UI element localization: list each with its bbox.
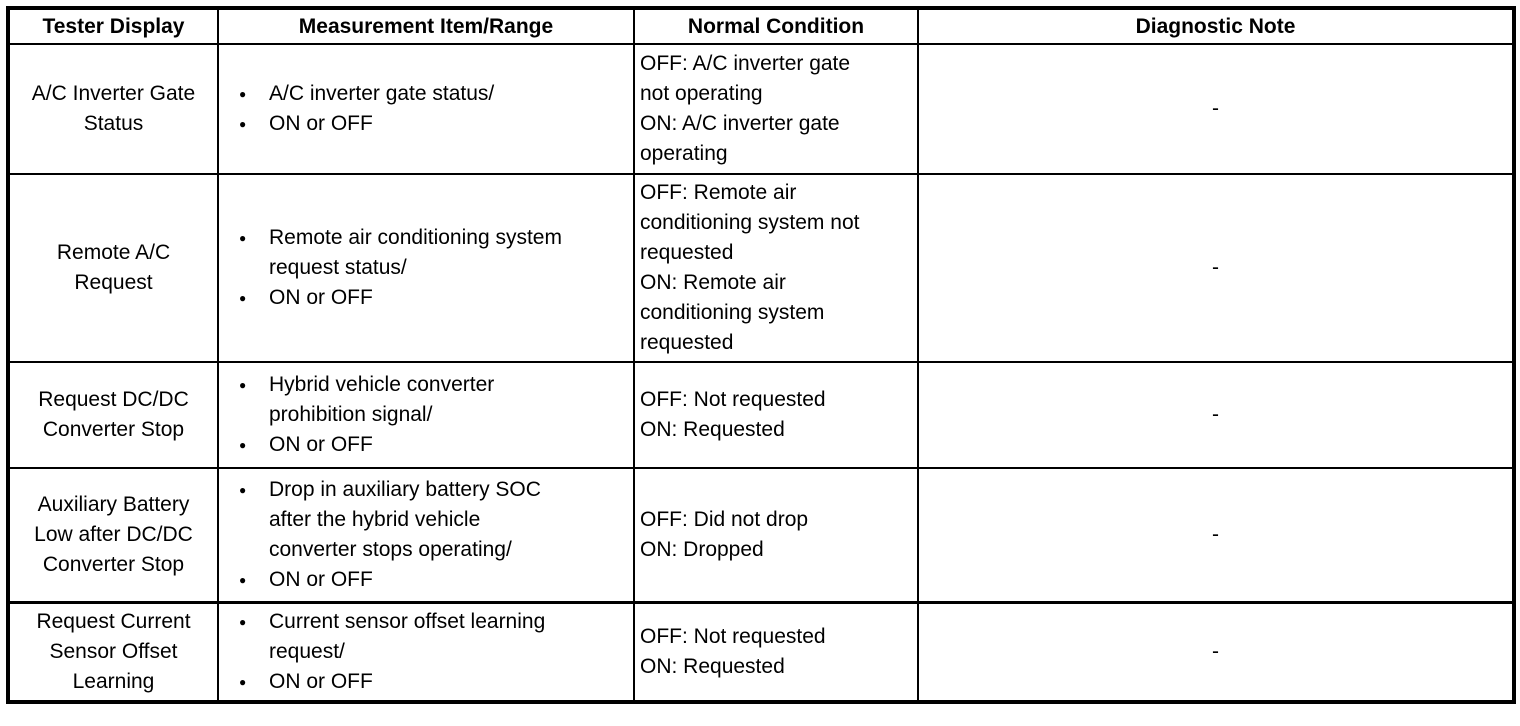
normal-condition-cell: OFF: Remote air conditioning system not … [633,173,919,363]
diagnostic-note-cell: - [917,600,1515,703]
normal-condition-cell: OFF: A/C inverter gate not operating ON:… [633,43,919,175]
bullet-icon: ● [239,117,247,131]
measurement-item: ● ON or OFF [237,109,627,139]
bullet-icon: ● [239,614,247,629]
diagnostic-note-cell: - [917,43,1515,175]
tester-display-cell: Auxiliary Battery Low after DC/DC Conver… [7,467,219,603]
tester-display-cell: Request DC/DC Converter Stop [7,361,219,469]
tester-display-cell: Request Current Sensor Offset Learning [7,600,219,703]
measurement-item: ● Current sensor offset learning request… [237,607,627,667]
measurement-item-text: ON or OFF [269,669,373,693]
measurement-item: ● A/C inverter gate status/ [237,79,627,109]
bullet-icon: ● [239,87,247,101]
measurement-item-text: ON or OFF [269,112,373,135]
normal-condition-cell: OFF: Not requested ON: Requested [633,600,919,703]
bullet-icon: ● [239,231,247,245]
measurement-item: ● Drop in auxiliary battery SOC after th… [237,475,627,565]
measurement-item: ● Remote air conditioning system request… [237,223,627,283]
measurement-cell: ● A/C inverter gate status/ ● ON or OFF [217,43,635,175]
diagnostic-note-cell: - [917,173,1515,363]
measurement-item: ● ON or OFF [237,565,627,595]
measurement-item: ● ON or OFF [237,667,627,697]
header-cell-measurement-item-range: Measurement Item/Range [217,7,635,45]
header-cell-tester-display: Tester Display [7,7,219,45]
bullet-icon: ● [239,482,247,497]
measurement-item-text: ON or OFF [269,433,373,456]
bullet-icon: ● [239,572,247,587]
measurement-item-text: Drop in auxiliary battery SOC after the … [269,477,541,561]
bullet-icon: ● [239,438,247,452]
bullet-icon: ● [239,674,247,689]
measurement-item: ● Hybrid vehicle converter prohibition s… [237,370,627,430]
measurement-item-text: Remote air conditioning system request s… [269,226,562,279]
header-cell-normal-condition: Normal Condition [633,7,919,45]
table-row: Auxiliary Battery Low after DC/DC Conver… [7,467,1515,603]
measurement-item-text: Current sensor offset learning request/ [269,609,546,663]
measurement-item-text: A/C inverter gate status/ [269,82,495,105]
table-row: Request Current Sensor Offset Learning ●… [7,600,1515,703]
measurement-cell: ● Hybrid vehicle converter prohibition s… [217,361,635,469]
tester-display-cell: Remote A/C Request [7,173,219,363]
measurement-item-text: Hybrid vehicle converter prohibition sig… [269,373,495,426]
diagnostic-note-cell: - [917,467,1515,603]
measurement-cell: ● Current sensor offset learning request… [217,600,635,703]
table-row: Request DC/DC Converter Stop ● Hybrid ve… [7,361,1515,469]
bullet-icon: ● [239,291,247,305]
normal-condition-cell: OFF: Did not drop ON: Dropped [633,467,919,603]
measurement-item-text: ON or OFF [269,286,373,309]
document-page: Tester Display Measurement Item/Range No… [6,6,1516,704]
table-header-row: Tester Display Measurement Item/Range No… [7,7,1515,45]
measurement-item-text: ON or OFF [269,567,373,591]
measurement-cell: ● Drop in auxiliary battery SOC after th… [217,467,635,603]
table-row: Remote A/C Request ● Remote air conditio… [7,173,1515,363]
measurement-item: ● ON or OFF [237,430,627,460]
header-cell-diagnostic-note: Diagnostic Note [917,7,1515,45]
diagnostic-data-table: Tester Display Measurement Item/Range No… [6,6,1516,704]
table-row: A/C Inverter Gate Status ● A/C inverter … [7,43,1515,175]
measurement-item: ● ON or OFF [237,283,627,313]
measurement-cell: ● Remote air conditioning system request… [217,173,635,363]
diagnostic-note-cell: - [917,361,1515,469]
normal-condition-cell: OFF: Not requested ON: Requested [633,361,919,469]
bullet-icon: ● [239,378,247,392]
tester-display-cell: A/C Inverter Gate Status [7,43,219,175]
